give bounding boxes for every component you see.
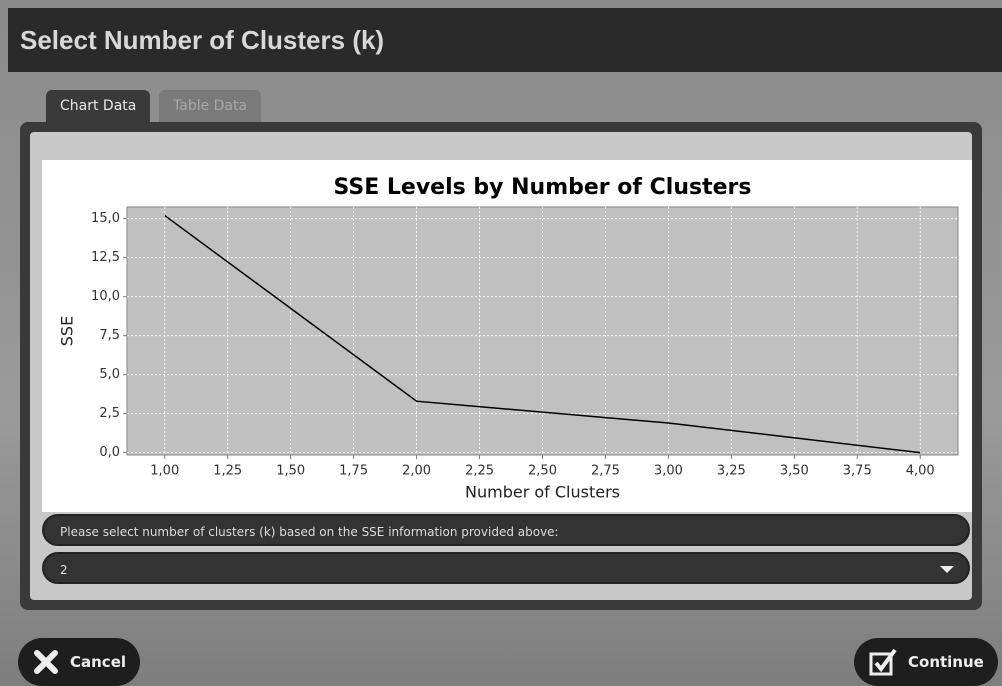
x-tick-label: 1,25 — [213, 464, 242, 479]
chart: SSE Levels by Number of Clusters 0,0 2,5 5,… — [42, 160, 972, 512]
y-tick-label: 0,0 — [99, 445, 120, 460]
inner-panel: SSE Levels by Number of Clusters 0,0 2,5 5,… — [30, 132, 972, 600]
button-label: Continue — [908, 653, 984, 671]
y-tick-label: 5,0 — [99, 367, 120, 382]
tab[interactable]: Table Data — [159, 90, 262, 122]
x-tick-label: 2,00 — [402, 464, 431, 479]
x-tick-label: 2,50 — [528, 464, 557, 479]
y-tick-label: 10,0 — [91, 289, 120, 304]
x-tick-label: 3,75 — [843, 464, 872, 479]
x-tick-label: 3,25 — [717, 464, 746, 479]
y-tick-label: 7,5 — [99, 328, 120, 343]
prompt-bar: Please select number of clusters (k) bas… — [42, 514, 970, 546]
dropdown-arrow — [940, 566, 954, 573]
y-tick-label: 2,5 — [99, 406, 120, 421]
button-label: Cancel — [70, 653, 127, 671]
panel: SSE Levels by Number of Clusters 0,0 2,5 5,… — [20, 122, 982, 610]
tab[interactable]: Chart Data — [46, 90, 151, 122]
x-axis-label: Number of Clusters — [465, 483, 620, 502]
chart-title: SSE Levels by Number of Clusters — [334, 175, 752, 200]
cancel-button[interactable]: Cancel — [18, 638, 141, 686]
cancel-icon — [34, 650, 58, 674]
y-axis-label: SSE — [58, 316, 77, 346]
series-line — [164, 214, 921, 454]
continue-icon — [869, 648, 897, 676]
x-tick-label: 1,50 — [276, 464, 305, 479]
x-tick-label: 1,75 — [339, 464, 368, 479]
y-tick-label: 12,5 — [91, 250, 120, 265]
dropdown[interactable]: 2 — [42, 552, 970, 584]
x-tick-label: 3,00 — [654, 464, 683, 479]
continue-button[interactable]: Continue — [854, 638, 998, 686]
x-tick-label: 2,75 — [591, 464, 620, 479]
x-tick-label: 2,25 — [465, 464, 494, 479]
y-tick-label: 15,0 — [91, 211, 120, 226]
x-tick-label: 1,00 — [150, 464, 179, 479]
title-bar: Select Number of Clusters (k) — [8, 8, 1002, 72]
dropdown-value: 2 — [60, 563, 68, 577]
x-tick-label: 4,00 — [906, 464, 935, 479]
prompt: Please select number of clusters (k) bas… — [60, 525, 559, 539]
window-title: Select Number of Clusters (k) — [20, 25, 385, 55]
x-tick-label: 3,50 — [780, 464, 809, 479]
